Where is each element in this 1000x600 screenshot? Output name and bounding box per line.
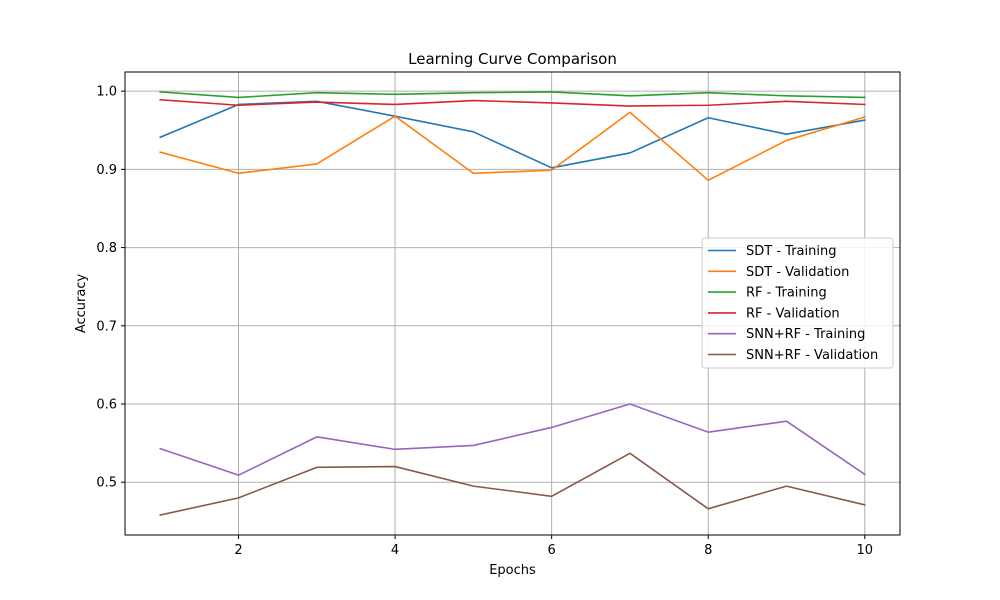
series-line-4 bbox=[159, 403, 866, 476]
legend-label-3: RF - Validation bbox=[746, 306, 840, 321]
x-tick-label: 10 bbox=[856, 543, 873, 558]
legend-label-0: SDT - Training bbox=[746, 244, 836, 259]
x-tick-label: 4 bbox=[391, 543, 399, 558]
y-tick-label: 0.5 bbox=[96, 476, 117, 491]
series-line-3 bbox=[159, 98, 866, 107]
plot-frame bbox=[124, 71, 901, 536]
series-line-2 bbox=[159, 91, 866, 99]
y-tick-label: 0.6 bbox=[96, 397, 117, 412]
series-line-1 bbox=[159, 111, 866, 182]
y-tick-label: 0.9 bbox=[96, 163, 117, 178]
y-axis-label: Accuracy bbox=[74, 274, 89, 334]
y-tick-label: 0.7 bbox=[96, 319, 117, 334]
legend: SDT - Training SDT - Validation RF - Train… bbox=[701, 237, 894, 369]
x-axis-label: Epochs bbox=[489, 563, 536, 578]
y-tick-label: 0.8 bbox=[96, 241, 117, 256]
y-tick-label: 1.0 bbox=[96, 85, 117, 100]
grid-layer bbox=[125, 72, 900, 535]
legend-label-5: SNN+RF - Validation bbox=[746, 348, 878, 363]
series-line-5 bbox=[159, 452, 866, 517]
chart-title: Learning Curve Comparison bbox=[408, 50, 617, 68]
legend-label-2: RF - Training bbox=[746, 286, 827, 301]
legend-label-4: SNN+RF - Training bbox=[746, 327, 865, 342]
x-tick-label: 8 bbox=[704, 543, 712, 558]
x-tick-label: 6 bbox=[548, 543, 556, 558]
legend-box bbox=[701, 237, 894, 369]
x-tick-label: 2 bbox=[234, 543, 242, 558]
tick-layer: 2 4 6 8 10 0.5 0.6 0.7 0.8 0.9 1.0 bbox=[96, 85, 873, 558]
legend-label-1: SDT - Validation bbox=[746, 265, 849, 280]
series-layer bbox=[159, 91, 866, 517]
